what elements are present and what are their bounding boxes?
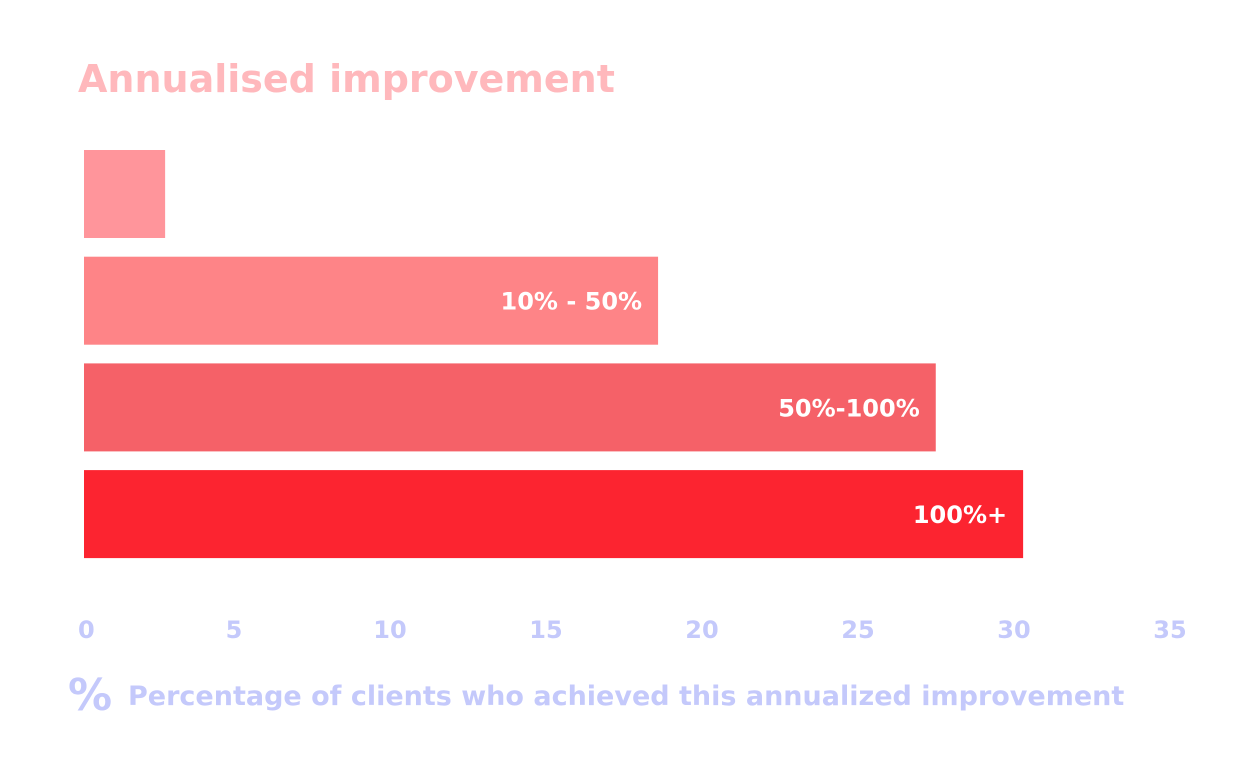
chart-title: Annualised improvement (78, 57, 615, 101)
bar-1 (84, 256, 659, 345)
bar-0 (84, 150, 166, 238)
x-axis-ticks: 0 5 10 15 20 25 30 35 (78, 616, 1187, 644)
bar-label-1: 10% - 50% (501, 288, 643, 316)
x-tick-label: 35 (1153, 616, 1186, 644)
bar-3 (84, 470, 1024, 559)
x-tick-label: 15 (529, 616, 562, 644)
bar-label-2: 50%-100% (778, 394, 920, 422)
percent-icon: % (68, 670, 112, 721)
bar-label-3: 100%+ (913, 501, 1007, 529)
x-tick-label: 10 (373, 616, 406, 644)
x-axis-label: Percentage of clients who achieved this … (128, 681, 1124, 712)
bar-2 (84, 363, 936, 452)
x-tick-label: 0 (78, 616, 95, 644)
x-tick-label: 25 (841, 616, 874, 644)
x-tick-label: 5 (226, 616, 243, 644)
bars: 10% - 50% 50%-100% 100%+ (84, 150, 1024, 559)
x-tick-label: 30 (997, 616, 1030, 644)
x-tick-label: 20 (685, 616, 718, 644)
